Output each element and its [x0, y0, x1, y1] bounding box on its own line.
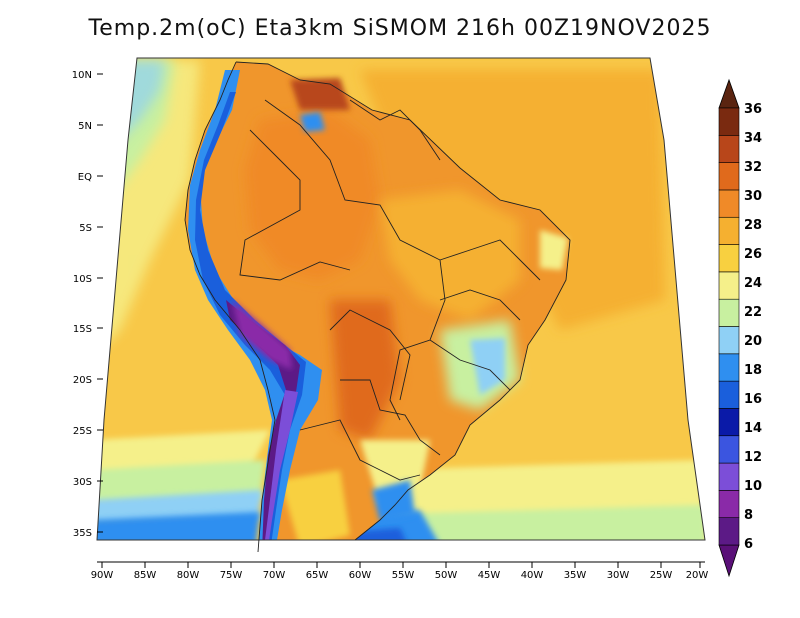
lat-tick-label: 35S [73, 528, 92, 539]
argentina-north-border [299, 419, 421, 481]
southeast-brazil-cold [470, 338, 505, 395]
colorbar-label: 6 [744, 537, 753, 552]
colorbar-label: 18 [744, 363, 762, 378]
amazon-warm-zone [245, 110, 380, 280]
lon-tick-label: 65W [306, 570, 329, 581]
lon-tick-label: 80W [177, 570, 200, 581]
colorbar-label: 12 [744, 450, 762, 465]
northeast-state-lines [439, 239, 541, 281]
colombia-peru-border [239, 129, 351, 281]
colorbar-label: 30 [744, 189, 762, 204]
colorbar-swatch [718, 244, 740, 273]
colorbar-label: 14 [744, 421, 762, 436]
colorbar-label: 22 [744, 305, 762, 320]
colorbar-label: 34 [744, 131, 762, 146]
colorbar-label: 8 [744, 508, 753, 523]
colorbar-swatch [718, 162, 740, 191]
colorbar-swatches [718, 107, 740, 546]
colorbar-swatch [718, 462, 740, 491]
lon-tick-label: 20W [686, 570, 709, 581]
lon-tick-label: 35W [564, 570, 587, 581]
colorbar-min-arrow [718, 544, 740, 578]
lat-tick-label: 20S [73, 375, 92, 386]
central-state-lines [439, 289, 521, 321]
lon-tick-label: 45W [478, 570, 501, 581]
colorbar-label: 32 [744, 160, 762, 175]
colorbar-label: 20 [744, 334, 762, 349]
country-borders [184, 61, 571, 553]
lon-tick-label: 70W [263, 570, 286, 581]
longitude-axis: 90W 85W 80W 75W 70W 65W 60W 55W 50W 45W … [91, 561, 709, 581]
colorbar-swatch [718, 326, 740, 355]
colorbar-swatch [718, 107, 740, 136]
patagonia-warm-zone [280, 470, 350, 540]
colorbar-swatch [718, 189, 740, 218]
lat-tick-label: 30S [73, 477, 92, 488]
colorbar-label: 28 [744, 218, 762, 233]
brazil-west-border [264, 99, 446, 421]
colorbar-label: 36 [744, 102, 762, 117]
guianas-border [349, 99, 441, 161]
lon-tick-label: 85W [134, 570, 157, 581]
colorbar-swatch [718, 298, 740, 327]
colorbar-swatch [718, 271, 740, 300]
lat-tick-label: 10S [73, 274, 92, 285]
lon-tick-label: 75W [220, 570, 243, 581]
colorbar-swatch [718, 435, 740, 464]
colorbar-swatch [718, 216, 740, 245]
colorbar-swatch [718, 135, 740, 163]
colorbar-swatch [718, 490, 740, 518]
southern-andes-cold [264, 390, 298, 540]
pacific-coastline [184, 61, 276, 553]
southeast-state-lines [429, 339, 511, 391]
lon-tick-label: 90W [91, 570, 114, 581]
southern-colder-band [97, 512, 260, 540]
lon-tick-label: 30W [607, 570, 630, 581]
paraguay-border [340, 379, 441, 456]
lat-tick-label: 5N [78, 121, 92, 132]
colorbar-swatch [718, 517, 740, 546]
lat-tick-label: 15S [73, 324, 92, 335]
venezuela-hot-zone [290, 78, 350, 110]
altiplano-core [232, 300, 292, 370]
colorbar-label: 26 [744, 247, 762, 262]
temperature-colorbar: 36 34 32 30 28 26 24 22 20 18 16 14 12 1… [718, 78, 762, 578]
lon-tick-label: 55W [392, 570, 415, 581]
map-title: Temp.2m(oC) Eta3km SiSMOM 216h 00Z19NOV2… [88, 16, 712, 41]
atlantic-coastline [235, 61, 571, 541]
atlantic-warm-zone [360, 70, 665, 330]
lon-tick-label: 40W [521, 570, 544, 581]
colorbar-max-arrow [718, 78, 740, 109]
colorbar-label: 10 [744, 479, 762, 494]
colorbar-label: 24 [744, 276, 762, 291]
lat-tick-label: EQ [78, 172, 92, 183]
south-atlantic-cool-band [360, 505, 705, 540]
lat-tick-label: 25S [73, 426, 92, 437]
lon-tick-label: 60W [349, 570, 372, 581]
lon-tick-label: 50W [435, 570, 458, 581]
guiana-highlands-cold [300, 112, 325, 132]
latitude-axis: 10N 5N EQ 5S 10S 15S 20S 25S 30S 35S [72, 70, 103, 539]
lon-tick-label: 25W [650, 570, 673, 581]
rio-de-la-plata-cold [372, 480, 415, 522]
lat-tick-label: 10N [72, 70, 92, 81]
map-frame [96, 57, 706, 541]
central-brazil-zone [380, 190, 520, 320]
colorbar-swatch [718, 353, 740, 382]
colorbar-label: 16 [744, 392, 762, 407]
colorbar-labels: 36 34 32 30 28 26 24 22 20 18 16 14 12 1… [744, 102, 762, 552]
bolivia-border [329, 309, 411, 401]
colorbar-swatch [718, 380, 740, 409]
colorbar-swatch [718, 408, 740, 437]
lat-tick-label: 5S [79, 223, 92, 234]
northeast-coast-mild [540, 230, 568, 270]
chaco-hot-zone [330, 300, 400, 440]
